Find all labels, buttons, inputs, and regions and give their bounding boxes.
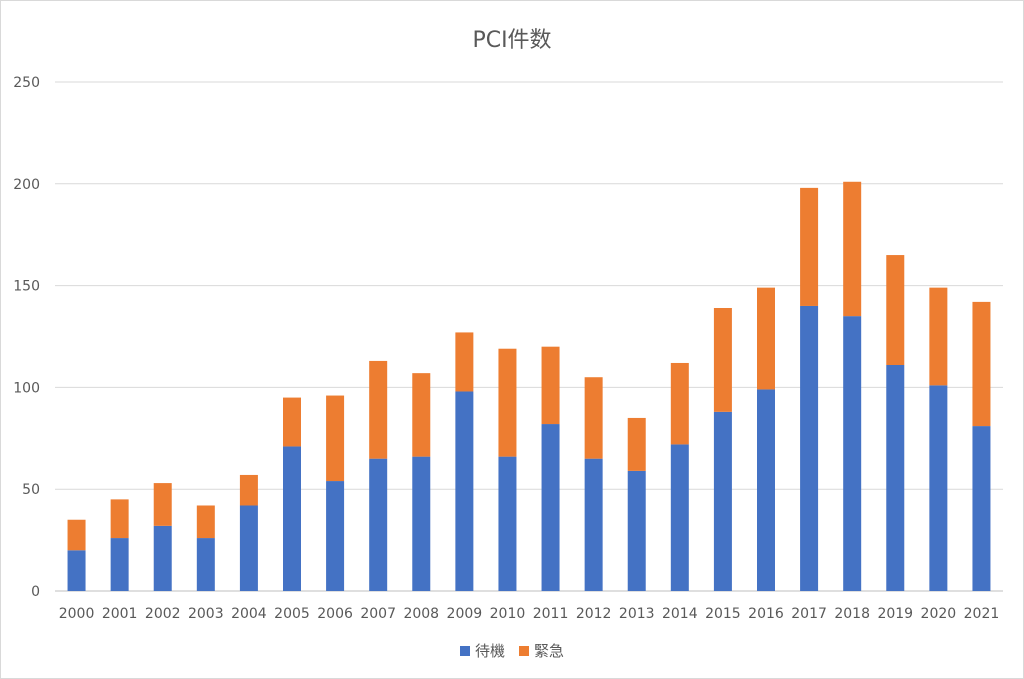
x-tick-label: 2003 [188, 606, 224, 622]
x-tick-label: 2006 [317, 606, 353, 622]
bar-series-1-2006 [326, 395, 345, 482]
x-tick-label: 2013 [619, 606, 655, 622]
bar-series-0-2013 [627, 470, 646, 591]
bar-series-1-2014 [670, 362, 689, 445]
legend-item-series-0: 待機 [459, 640, 505, 661]
x-tick-label: 2020 [921, 606, 957, 622]
x-tick-label: 2011 [533, 606, 569, 622]
bar-series-1-2003 [196, 505, 215, 539]
x-tick-label: 2005 [274, 606, 310, 622]
legend-label-series-1: 緊急 [534, 642, 565, 660]
bar-series-0-2020 [929, 385, 948, 591]
bar-series-1-2005 [283, 397, 301, 447]
x-tick-label: 2001 [102, 606, 138, 622]
x-tick-label: 2015 [705, 606, 741, 622]
bar-series-0-2018 [843, 316, 862, 591]
y-tick-label: 250 [13, 75, 40, 91]
bar-series-1-2016 [757, 287, 775, 390]
bar-series-0-2006 [326, 481, 345, 591]
x-tick-label: 2010 [490, 606, 526, 622]
x-tick-label: 2019 [877, 606, 913, 622]
x-tick-label: 2014 [662, 606, 698, 622]
y-tick-label: 150 [13, 279, 40, 295]
x-tick-label: 2016 [748, 606, 784, 622]
bar-series-0-2003 [196, 538, 215, 591]
x-tick-label: 2002 [145, 606, 181, 622]
bar-series-0-2009 [455, 391, 474, 591]
bar-series-0-2000 [67, 550, 86, 591]
bar-series-0-2004 [239, 505, 258, 591]
bar-series-0-2005 [283, 446, 301, 591]
bar-series-1-2001 [110, 499, 129, 539]
bar-series-0-2016 [757, 389, 775, 591]
bar-series-1-2015 [713, 307, 732, 412]
bar-series-1-2012 [584, 377, 603, 459]
bar-series-1-2017 [800, 187, 819, 306]
x-tick-label: 2007 [360, 606, 396, 622]
chart-title: PCI件数 [472, 28, 552, 53]
bar-series-0-2001 [110, 538, 129, 591]
bar-series-1-2021 [972, 301, 991, 427]
bar-series-0-2011 [541, 424, 560, 591]
legend-swatch-series-1 [519, 645, 529, 656]
x-axis-ticks: 2000 2001 2002 2003 2004 2005 2006 2007 2008 2009… [59, 606, 1000, 622]
y-tick-label: 0 [31, 584, 40, 600]
x-tick-label: 2004 [231, 606, 267, 622]
x-tick-label: 2021 [964, 606, 1000, 622]
bar-series-1-2019 [886, 255, 905, 366]
legend-swatch-series-0 [459, 645, 470, 656]
bar-series-0-2010 [498, 456, 517, 591]
bar-series-0-2015 [713, 411, 732, 591]
x-tick-label: 2000 [59, 606, 95, 622]
bar-series-0-2008 [412, 456, 431, 591]
x-tick-label: 2018 [834, 606, 870, 622]
bar-series-1-2008 [412, 373, 431, 457]
y-axis-ticks: 0 50 100 150 200 250 [13, 75, 40, 600]
bar-series-1-2002 [153, 483, 172, 526]
y-tick-label: 200 [13, 177, 40, 193]
bar-series-1-2007 [369, 360, 388, 459]
bar-series-1-2011 [541, 346, 560, 425]
bar-series-0-2021 [972, 426, 991, 591]
x-tick-label: 2012 [576, 606, 612, 622]
bar-series-0-2002 [153, 525, 172, 591]
bar-series-1-2018 [843, 181, 862, 317]
bars [67, 181, 991, 591]
bar-series-0-2019 [886, 365, 905, 591]
legend: 待機 緊急 [0, 640, 1024, 661]
bar-series-1-2009 [455, 332, 474, 392]
bar-series-1-2013 [627, 417, 646, 471]
legend-item-series-1: 緊急 [519, 640, 564, 661]
legend-label-series-0: 待機 [474, 642, 505, 660]
y-tick-label: 100 [13, 380, 40, 396]
bar-series-0-2012 [584, 458, 603, 591]
x-tick-label: 2017 [791, 606, 827, 622]
bar-series-1-2020 [929, 287, 948, 386]
bar-series-1-2000 [67, 519, 86, 551]
bar-series-0-2017 [800, 305, 819, 591]
x-tick-label: 2008 [403, 606, 439, 622]
bar-series-1-2010 [498, 348, 517, 457]
bar-series-0-2007 [369, 458, 388, 591]
x-tick-label: 2009 [447, 606, 483, 622]
bar-series-0-2014 [670, 444, 689, 591]
bar-series-1-2004 [239, 474, 258, 506]
y-tick-label: 50 [22, 482, 40, 498]
